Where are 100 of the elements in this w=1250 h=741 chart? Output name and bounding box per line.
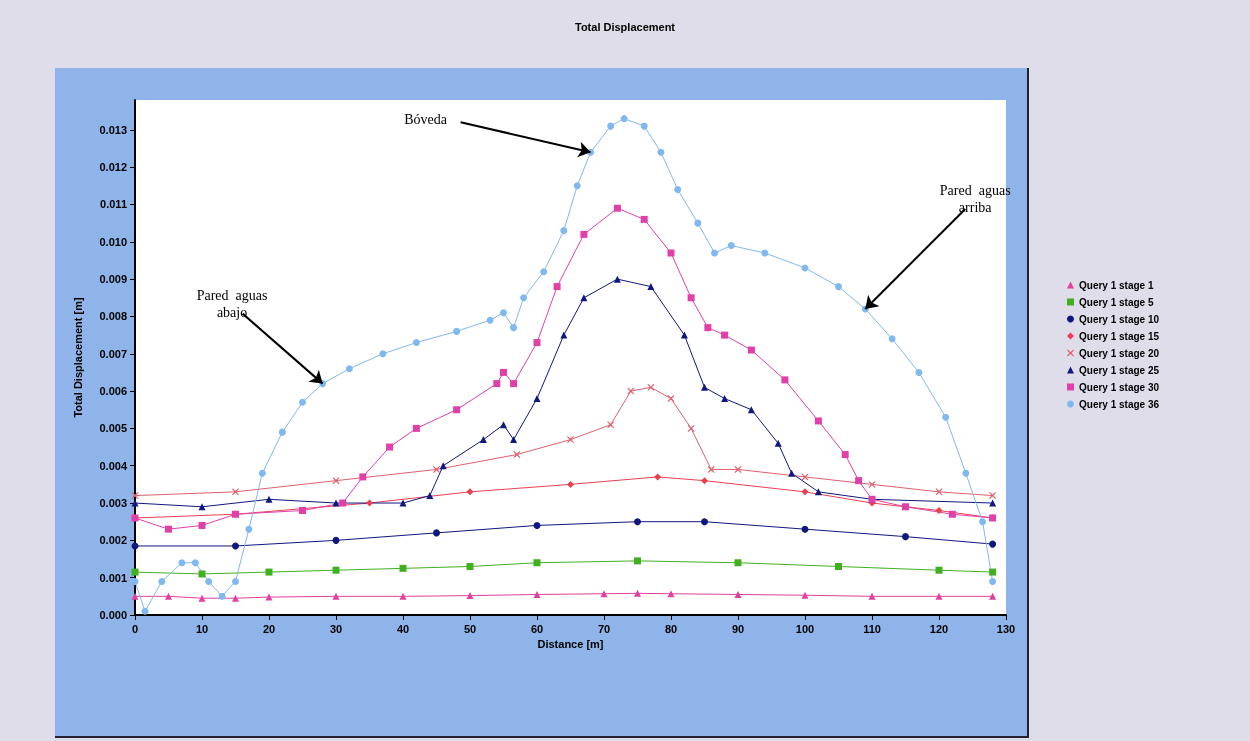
x-tick-label: 120 (929, 622, 949, 635)
point (560, 227, 568, 235)
point (205, 577, 213, 585)
point (935, 592, 943, 600)
point (701, 477, 708, 485)
point (500, 421, 507, 429)
point (513, 451, 521, 459)
x-tick-label: 50 (463, 622, 477, 635)
point (486, 316, 494, 324)
point (265, 495, 273, 503)
point (734, 590, 742, 598)
point (942, 413, 950, 421)
point (178, 559, 186, 567)
point (902, 533, 909, 541)
point (721, 331, 729, 339)
point (835, 562, 842, 570)
point (704, 324, 712, 332)
point (801, 488, 809, 496)
point (948, 510, 956, 518)
y-tick-label: 0.011 (100, 198, 127, 211)
x-tick-label: 110 (863, 622, 881, 635)
point (339, 499, 347, 507)
point (647, 283, 655, 291)
y-tick-label: 0.001 (99, 571, 127, 584)
point (687, 294, 695, 302)
point (158, 577, 166, 585)
point (198, 503, 206, 511)
point (841, 451, 849, 459)
point (902, 503, 909, 511)
x-tick-label: 80 (664, 622, 678, 635)
point (560, 331, 568, 339)
point (657, 148, 665, 156)
point (258, 469, 266, 477)
point (299, 398, 306, 406)
annotation: Pared aguas arriba (939, 183, 1011, 216)
point (232, 542, 239, 550)
y-tick-label: 0.002 (99, 534, 127, 547)
point (667, 249, 675, 257)
point (265, 568, 273, 576)
x-tick-label: 90 (731, 622, 745, 635)
point (198, 570, 206, 578)
point (533, 559, 541, 567)
point (500, 309, 507, 317)
point (989, 577, 997, 585)
legend-label: Query 1 stage 20 (1079, 347, 1160, 359)
point (868, 480, 876, 488)
point (634, 589, 641, 597)
point (131, 577, 139, 585)
point (345, 365, 353, 373)
point (694, 219, 702, 227)
point (533, 590, 541, 598)
point (989, 540, 997, 548)
point (131, 568, 139, 576)
point (131, 499, 139, 507)
point (165, 525, 172, 533)
point (332, 536, 340, 544)
y-tick-label: 0.010 (99, 235, 127, 248)
point (299, 507, 306, 515)
point (131, 492, 139, 500)
point (855, 477, 863, 485)
point (667, 590, 675, 598)
point (332, 499, 340, 507)
point (265, 593, 273, 601)
point (332, 592, 340, 600)
y-tick-label: 0.008 (99, 310, 127, 323)
point (131, 592, 139, 600)
point (647, 383, 655, 391)
point (687, 424, 695, 432)
point (888, 335, 896, 343)
point (781, 376, 789, 384)
y-tick-label: 0.003 (99, 497, 127, 510)
point (533, 521, 541, 529)
x-tick-label: 20 (262, 622, 276, 635)
point (979, 518, 987, 526)
point (814, 417, 822, 425)
point (141, 607, 149, 615)
point (433, 529, 440, 537)
point (479, 436, 487, 444)
x-tick-label: 10 (195, 622, 209, 635)
point (747, 406, 755, 414)
y-tick-label: 0.004 (99, 459, 128, 472)
point (620, 115, 628, 123)
legend-label: Query 1 stage 1 (1079, 279, 1154, 291)
y-tick-label: 0.005 (99, 422, 127, 435)
point (674, 186, 682, 194)
point (466, 562, 474, 570)
point (721, 395, 729, 403)
point (232, 488, 239, 496)
x-axis-title: Distance [m] (537, 638, 604, 651)
point (466, 592, 474, 600)
point (701, 518, 708, 526)
point (520, 294, 528, 302)
y-tick-label: 0.000 (99, 609, 127, 621)
x-tick-label: 60 (530, 622, 544, 635)
y-tick-label: 0.006 (99, 385, 127, 398)
point (711, 249, 719, 257)
point (379, 350, 387, 358)
x-tick-label: 0 (131, 622, 139, 635)
point (600, 590, 608, 598)
point (453, 327, 461, 335)
